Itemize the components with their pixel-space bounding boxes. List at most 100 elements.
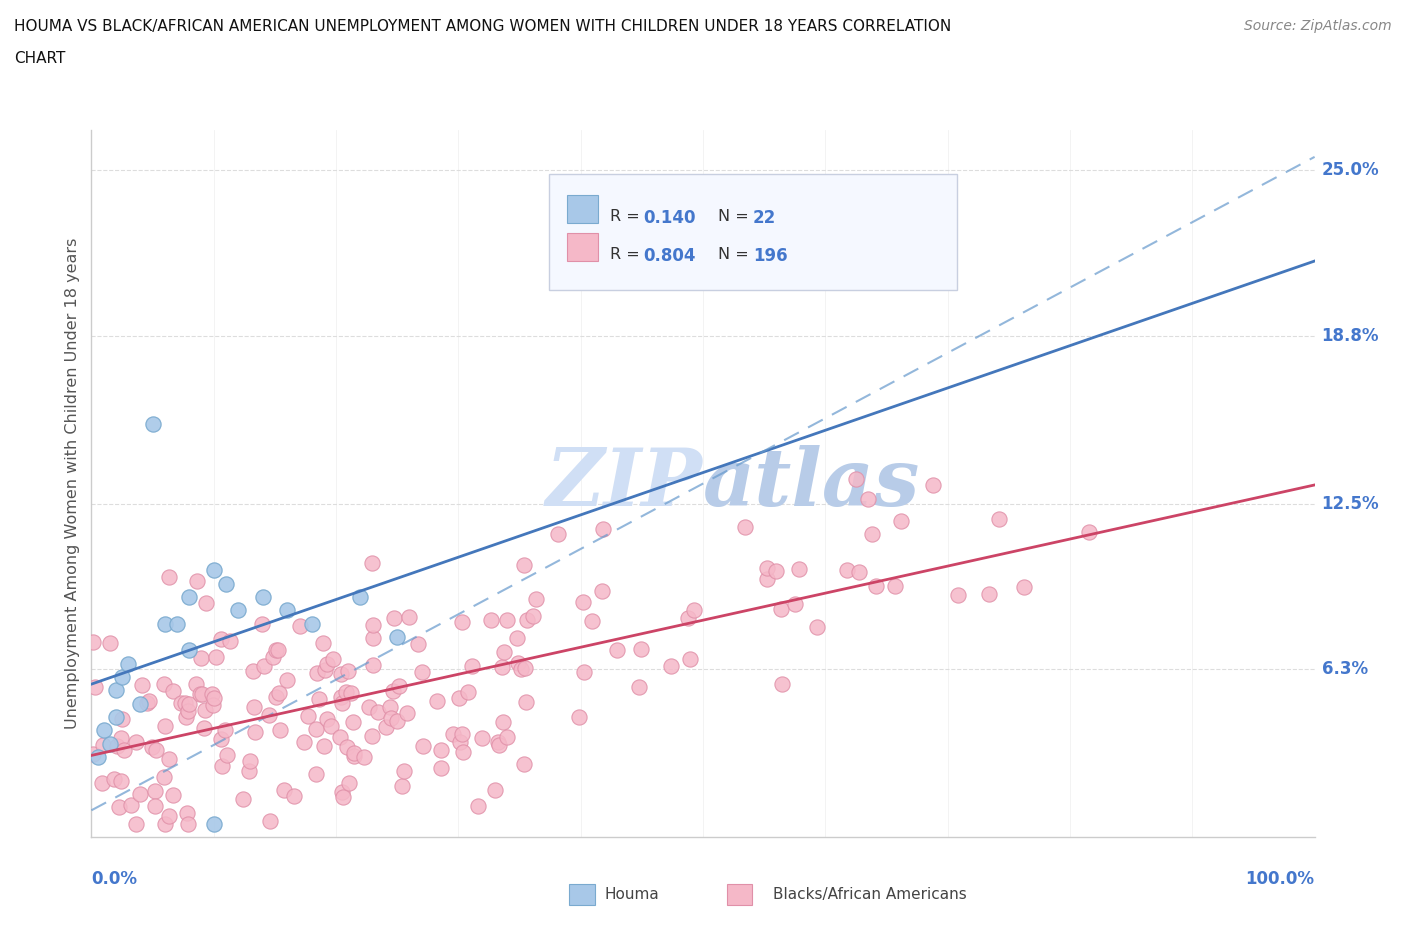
Point bbox=[337, 776, 360, 790]
Point bbox=[201, 687, 224, 702]
Point bbox=[787, 562, 810, 577]
Point bbox=[157, 809, 180, 824]
Point bbox=[205, 650, 228, 665]
Point bbox=[488, 738, 510, 753]
Point bbox=[177, 817, 200, 831]
Point bbox=[430, 761, 453, 776]
Point bbox=[335, 684, 357, 699]
Point bbox=[202, 691, 225, 706]
Point bbox=[367, 705, 389, 720]
Point bbox=[486, 735, 509, 750]
Text: 100.0%: 100.0% bbox=[1246, 870, 1315, 888]
Point bbox=[305, 721, 328, 736]
Point bbox=[890, 513, 912, 528]
Point bbox=[360, 555, 382, 570]
Point bbox=[342, 714, 364, 729]
Point bbox=[195, 595, 218, 610]
Point bbox=[190, 650, 212, 665]
Point bbox=[329, 667, 352, 682]
Point bbox=[411, 664, 433, 679]
Text: 22: 22 bbox=[754, 209, 776, 228]
Point bbox=[301, 617, 323, 631]
Point bbox=[359, 699, 381, 714]
Point bbox=[848, 565, 870, 580]
Point bbox=[219, 634, 242, 649]
Point bbox=[120, 798, 142, 813]
Point bbox=[297, 709, 319, 724]
Point bbox=[412, 738, 434, 753]
Point bbox=[245, 724, 267, 739]
Point bbox=[572, 665, 595, 680]
Point bbox=[361, 658, 384, 672]
Point bbox=[215, 577, 238, 591]
Point bbox=[329, 729, 352, 744]
Point bbox=[179, 643, 201, 658]
Point bbox=[276, 672, 298, 687]
Point bbox=[396, 706, 419, 721]
Point bbox=[252, 590, 274, 604]
Point bbox=[145, 742, 167, 757]
Point bbox=[398, 609, 420, 624]
Point bbox=[177, 703, 200, 718]
Point bbox=[131, 677, 153, 692]
Point bbox=[157, 751, 180, 766]
Point bbox=[273, 782, 295, 797]
Point bbox=[1012, 579, 1035, 594]
Text: 6.3%: 6.3% bbox=[1322, 660, 1368, 678]
Point bbox=[835, 563, 858, 578]
Point bbox=[145, 799, 167, 814]
Point bbox=[378, 699, 401, 714]
Point bbox=[449, 735, 471, 750]
Point bbox=[124, 734, 146, 749]
Point bbox=[262, 650, 284, 665]
Point bbox=[922, 477, 945, 492]
Point bbox=[451, 727, 474, 742]
Point bbox=[447, 691, 470, 706]
Point bbox=[845, 472, 868, 486]
Point bbox=[591, 583, 613, 598]
Text: 18.8%: 18.8% bbox=[1322, 326, 1379, 345]
Point bbox=[252, 658, 274, 673]
Text: 0.0%: 0.0% bbox=[91, 870, 138, 888]
Point bbox=[628, 680, 651, 695]
Point bbox=[153, 770, 176, 785]
Point bbox=[522, 608, 544, 623]
Point bbox=[451, 744, 474, 759]
Point bbox=[283, 789, 305, 804]
Point bbox=[232, 791, 254, 806]
Text: atlas: atlas bbox=[703, 445, 921, 523]
Point bbox=[215, 748, 238, 763]
Point bbox=[769, 602, 792, 617]
Text: 25.0%: 25.0% bbox=[1322, 161, 1379, 179]
Text: N =: N = bbox=[718, 246, 754, 261]
Point bbox=[166, 617, 188, 631]
Point bbox=[494, 644, 516, 659]
Point bbox=[382, 684, 405, 698]
Point bbox=[513, 660, 536, 675]
Point bbox=[155, 719, 177, 734]
Point bbox=[91, 776, 114, 790]
Point bbox=[332, 790, 354, 804]
Point bbox=[110, 731, 132, 746]
Point bbox=[179, 697, 201, 711]
Point bbox=[630, 642, 652, 657]
Point bbox=[111, 670, 134, 684]
Point bbox=[659, 658, 682, 673]
Point bbox=[1078, 525, 1101, 539]
Point bbox=[343, 745, 366, 760]
Point bbox=[426, 694, 449, 709]
Point bbox=[679, 652, 702, 667]
Point bbox=[129, 697, 152, 711]
Point bbox=[98, 636, 121, 651]
Point bbox=[211, 759, 233, 774]
Point bbox=[806, 619, 828, 634]
Point bbox=[162, 684, 184, 698]
Point bbox=[193, 721, 215, 736]
Point bbox=[315, 711, 337, 726]
Point bbox=[209, 732, 232, 747]
Point bbox=[495, 729, 517, 744]
Point bbox=[467, 799, 489, 814]
Text: 12.5%: 12.5% bbox=[1322, 495, 1379, 512]
Point bbox=[157, 569, 180, 584]
Point bbox=[250, 617, 273, 631]
